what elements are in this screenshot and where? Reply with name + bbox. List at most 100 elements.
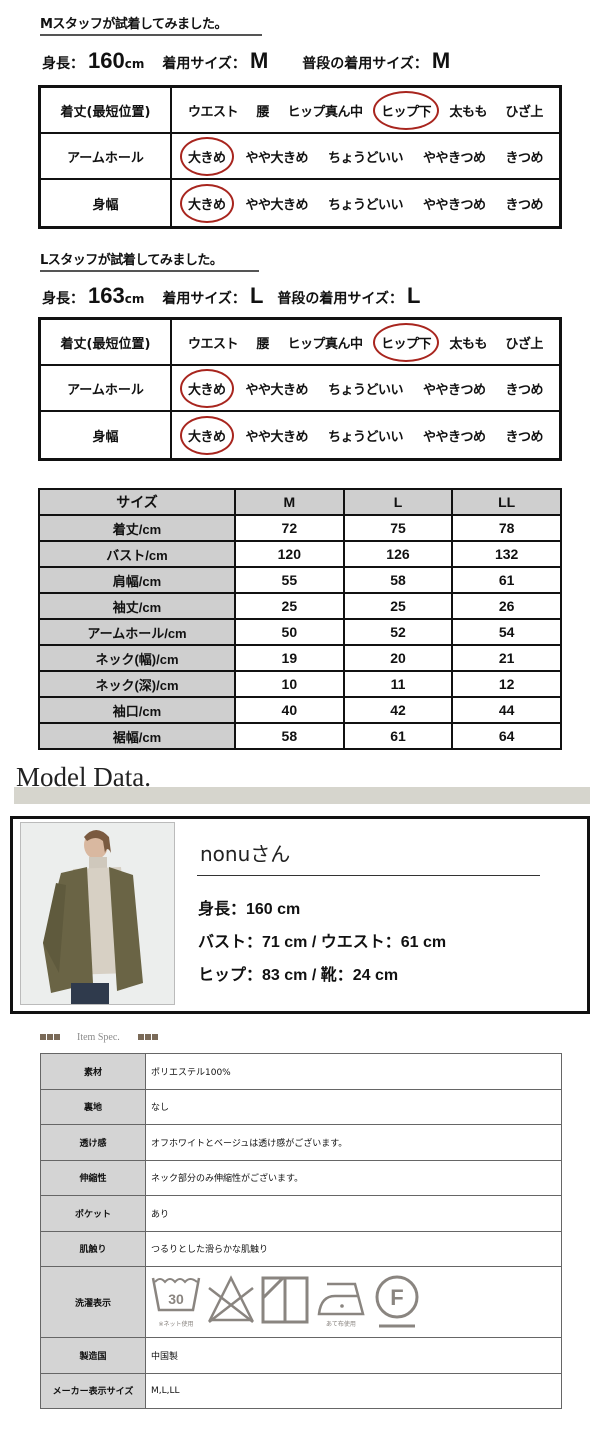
fit-options: ウエスト 腰 ヒップ真ん中 ヒップ下 太もも ひざ上 [172,320,559,364]
item-spec-heading: Item Spec. [40,1032,159,1043]
usual-size-label: 普段の着用サイズ： [302,56,428,72]
fit-option: きつめ [505,382,543,398]
model-name-divider [197,875,540,876]
fit-row: 身幅 大きめ やや大きめ ちょうどいい ややきつめ きつめ [41,412,559,458]
size-value: 58 [342,566,454,594]
dry-letter: F [390,1285,403,1310]
decor-squares [40,1032,61,1043]
spec-value: ポリエステル100% [145,1053,562,1090]
fit-option-selected: 大きめ [180,415,233,455]
fit-options: 大きめ やや大きめ ちょうどいい ややきつめ きつめ [172,180,559,226]
l-staff-title: Lスタッフが試着してみました。 [40,249,259,272]
fit-row-label: 着丈(最短位置) [41,88,172,132]
m-staff-stats: 身長： 160 cm 着用サイズ： M 普段の着用サイズ： M [42,48,450,74]
fit-option: ウエスト [188,336,239,352]
model-bust-waist: バスト：71 cm / ウエスト：61 cm [198,934,447,951]
usual-size-label: 普段の着用サイズ： [277,291,403,307]
fit-option: ちょうどいい [327,150,404,166]
spec-value: 中国製 [145,1337,562,1374]
fit-row: アームホール 大きめ やや大きめ ちょうどいい ややきつめ きつめ [41,134,559,180]
shade-drip-dry-icon [261,1276,309,1324]
dry-clean-f-icon: F [375,1275,419,1328]
fit-option-selected: 大きめ [180,368,233,408]
wear-size-value: M [249,48,269,73]
size-value: 25 [342,592,454,620]
fit-options: ウエスト 腰 ヒップ真ん中 ヒップ下 太もも ひざ上 [172,88,559,132]
size-row: アームホール/cm 50 52 54 [38,618,562,646]
size-value: 58 [234,722,345,750]
fit-option: ちょうどいい [327,197,404,213]
l-staff-fit-table: 着丈(最短位置) ウエスト腰ヒップ真ん中 ヒップ下 太もも ひざ上 アームホール 大きめ やや… [38,317,562,461]
spec-row: ポケット あり [40,1195,562,1232]
size-row-label: バスト/cm [38,540,236,568]
usual-size-value: M [431,48,451,73]
fit-option: やや大きめ [245,197,308,213]
spec-value: オフホワイトとベージュは透け感がございます。 [145,1124,562,1161]
decor-squares [137,1032,159,1043]
fit-row: 身幅 大きめ やや大きめ ちょうどいい ややきつめ きつめ [41,180,559,226]
size-value: 61 [342,722,454,750]
wash-temp: 30 [168,1291,184,1307]
fit-option-selected: ヒップ下 [372,322,439,362]
size-value: 11 [342,670,454,698]
fit-options: 大きめ やや大きめ ちょうどいい ややきつめ きつめ [172,412,559,458]
size-row: 肩幅/cm 55 58 61 [38,566,562,594]
fit-row-label: アームホール [41,134,172,178]
spec-key: メーカー表示サイズ [40,1372,146,1409]
size-row: ネック(深)/cm 10 11 12 [38,670,562,698]
height-value: 163 [88,283,125,308]
fit-row-label: アームホール [41,366,172,410]
fit-option: ひざ上 [505,336,543,352]
spec-row: 洗濯表示 30 ※ネット使用 あて布使用 F [40,1266,562,1338]
height-label: 身長： [42,56,84,72]
size-row: 裾幅/cm 58 61 64 [38,722,562,750]
fit-option: ややきつめ [422,382,486,398]
height-value: 160 [88,48,125,73]
size-row: 袖口/cm 40 42 44 [38,696,562,724]
model-section-title: Model Data. [16,762,151,792]
spec-value: つるりとした滑らかな肌触り [145,1230,562,1267]
size-row-label: ネック(深)/cm [38,670,236,698]
size-value: 20 [342,644,454,672]
size-value: 52 [342,618,454,646]
usual-size-value: L [406,283,421,308]
fit-option: ちょうどいい [327,429,404,445]
item-spec-title: Item Spec. [77,1032,120,1043]
fit-options: 大きめ やや大きめ ちょうどいい ややきつめ きつめ [172,134,559,178]
spec-key: 洗濯表示 [40,1266,146,1338]
size-header-row: サイズ M L LL [38,488,562,516]
fit-option: きつめ [505,197,543,213]
spec-row: 製造国 中国製 [40,1337,562,1374]
spec-key: 素材 [40,1053,146,1090]
m-staff-section: Mスタッフが試着してみました。 [40,13,262,36]
fit-option: 太もも [449,104,487,120]
size-row: 着丈/cm 72 75 78 [38,514,562,542]
size-header-cell: M [234,488,345,516]
l-staff-stats: 身長： 163 cm 着用サイズ： L 普段の着用サイズ： L [42,283,420,309]
l-staff-section: Lスタッフが試着してみました。 [40,249,259,272]
iron-low-cloth-icon: あて布使用 [315,1274,367,1328]
wash-symbols: 30 ※ネット使用 あて布使用 F [145,1266,562,1338]
fit-row-label: 身幅 [41,180,172,226]
net-note: ※ネット使用 [158,1321,194,1328]
spec-row: メーカー表示サイズ M,L,LL [40,1372,562,1409]
fit-option: きつめ [505,150,543,166]
size-value: 72 [234,514,345,542]
fit-option: ひざ上 [505,104,543,120]
spec-row: 肌触り つるりとした滑らかな肌触り [40,1230,562,1267]
fit-option-selected: ヒップ下 [372,90,439,130]
size-row-label: ネック(幅)/cm [38,644,236,672]
fit-option: ややきつめ [422,150,486,166]
iron-note: あて布使用 [326,1321,356,1328]
fit-options: 大きめ やや大きめ ちょうどいい ややきつめ きつめ [172,366,559,410]
size-value: 12 [451,670,562,698]
height-label: 身長： [42,291,84,307]
size-row-label: 袖口/cm [38,696,236,724]
fit-row: 着丈(最短位置) ウエスト 腰 ヒップ真ん中 ヒップ下 太もも ひざ上 [41,320,559,366]
fit-option: 腰 [256,104,269,120]
model-title-bar [14,787,590,804]
spec-key: 透け感 [40,1124,146,1161]
fit-option: ちょうどいい [327,382,404,398]
size-value: 26 [451,592,562,620]
spec-key: 伸縮性 [40,1159,146,1196]
